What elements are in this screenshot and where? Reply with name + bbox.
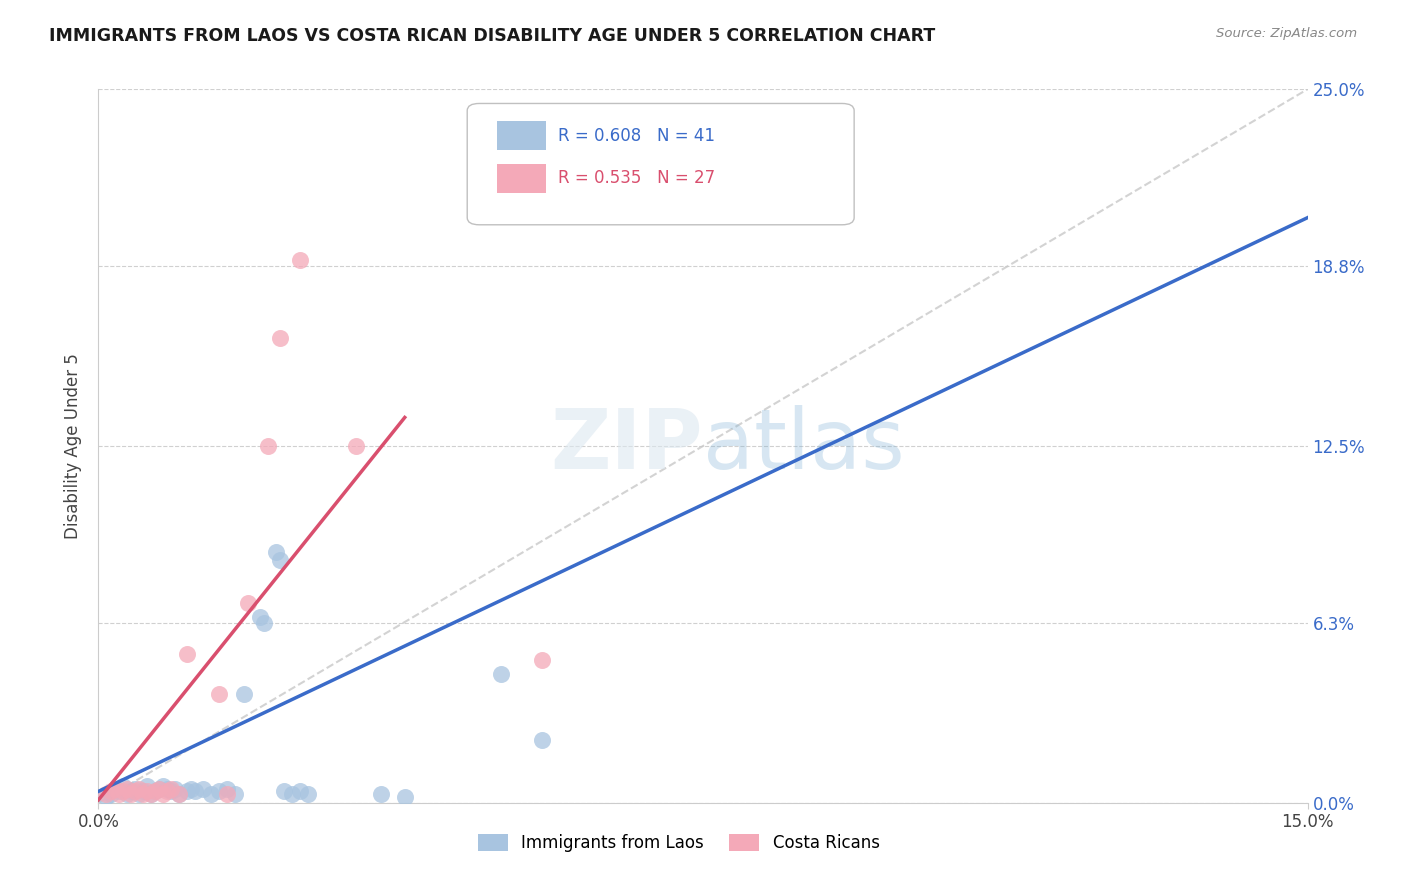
Point (176, 784, 198, 798)
Point (96, 790, 118, 805)
Point (249, 610, 271, 624)
Point (139, 787, 162, 801)
Point (96, 787, 118, 801)
Point (135, 784, 157, 798)
Point (692, 182, 714, 196)
Point (143, 784, 166, 798)
Point (148, 781, 170, 796)
Point (184, 784, 207, 798)
Point (264, 544, 287, 558)
Point (288, 784, 311, 798)
Point (217, 787, 239, 801)
Point (394, 790, 416, 805)
Point (107, 787, 129, 801)
Point (224, 787, 246, 801)
Point (530, 653, 553, 667)
Bar (498, 121, 546, 150)
Point (148, 781, 170, 796)
Point (180, 781, 202, 796)
Point (152, 787, 174, 801)
Point (132, 787, 155, 801)
Point (200, 787, 222, 801)
Point (208, 687, 231, 701)
Point (344, 439, 367, 453)
Point (132, 784, 155, 798)
Point (111, 784, 134, 798)
Point (217, 781, 239, 796)
Point (156, 781, 179, 796)
Text: R = 0.608   N = 41: R = 0.608 N = 41 (558, 127, 714, 145)
Point (160, 781, 183, 796)
Point (143, 784, 166, 798)
Point (115, 781, 138, 796)
Point (193, 781, 215, 796)
Point (269, 553, 291, 567)
Point (530, 733, 553, 747)
Point (236, 596, 259, 610)
Point (107, 784, 129, 798)
FancyBboxPatch shape (467, 103, 855, 225)
Text: Source: ZipAtlas.com: Source: ZipAtlas.com (1216, 27, 1357, 40)
Point (176, 648, 198, 662)
Legend: Immigrants from Laos, Costa Ricans: Immigrants from Laos, Costa Ricans (471, 827, 886, 859)
Point (288, 253, 311, 268)
Point (208, 784, 231, 798)
Point (256, 439, 278, 453)
Text: ZIP: ZIP (551, 406, 703, 486)
Point (167, 787, 190, 801)
Point (232, 687, 254, 701)
Point (253, 615, 276, 630)
Point (160, 784, 183, 798)
Point (120, 784, 142, 798)
Point (491, 667, 513, 681)
Point (103, 781, 125, 796)
Point (281, 787, 304, 801)
Point (128, 787, 150, 801)
Point (124, 781, 146, 796)
Point (269, 330, 291, 344)
Point (111, 779, 134, 793)
Point (120, 787, 142, 801)
Point (152, 779, 174, 793)
Point (128, 781, 150, 796)
Point (273, 784, 295, 798)
Point (124, 784, 146, 798)
Text: IMMIGRANTS FROM LAOS VS COSTA RICAN DISABILITY AGE UNDER 5 CORRELATION CHART: IMMIGRANTS FROM LAOS VS COSTA RICAN DISA… (49, 27, 935, 45)
Point (156, 784, 179, 798)
Text: atlas: atlas (703, 406, 904, 486)
Point (370, 787, 392, 801)
Point (163, 781, 186, 796)
Point (100, 787, 122, 801)
Point (100, 784, 122, 798)
Bar (498, 164, 546, 193)
Point (297, 787, 319, 801)
Point (139, 787, 162, 801)
Point (103, 781, 125, 796)
Point (115, 787, 138, 801)
Text: R = 0.535   N = 27: R = 0.535 N = 27 (558, 169, 716, 187)
Point (135, 779, 157, 793)
Y-axis label: Disability Age Under 5: Disability Age Under 5 (65, 353, 83, 539)
Point (167, 787, 190, 801)
